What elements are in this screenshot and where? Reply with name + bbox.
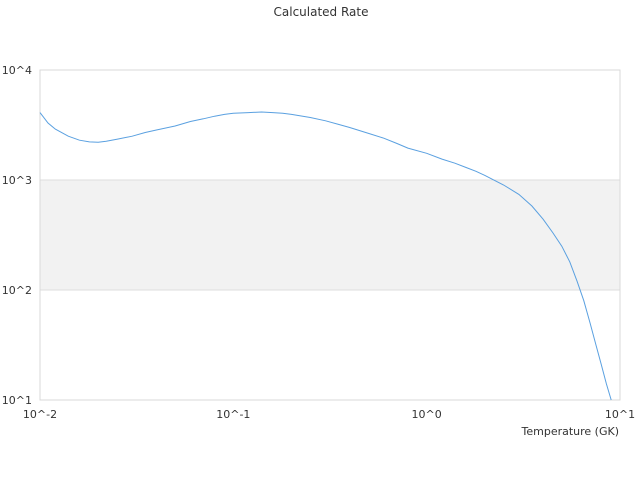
y-tick-label: 10^3	[2, 174, 32, 187]
y-tick-label: 10^2	[2, 284, 32, 297]
rate-series-line	[39, 111, 612, 401]
x-tick-label: 10^-2	[23, 408, 57, 421]
x-tick-label: 10^0	[412, 408, 442, 421]
highlight-band	[40, 180, 620, 290]
x-tick-label: 10^-1	[216, 408, 250, 421]
chart-title: Calculated Rate	[274, 5, 369, 19]
y-tick-label: 10^1	[2, 394, 32, 407]
tick-labels: 10^1 10^2 10^3 10^4 10^-2 10^-1 10^0 10^1	[2, 64, 635, 421]
x-axis-label: Temperature (GK)	[521, 425, 620, 438]
x-tick-label: 10^1	[605, 408, 635, 421]
plot-frame	[39, 69, 621, 401]
y-tick-label: 10^4	[2, 64, 32, 77]
